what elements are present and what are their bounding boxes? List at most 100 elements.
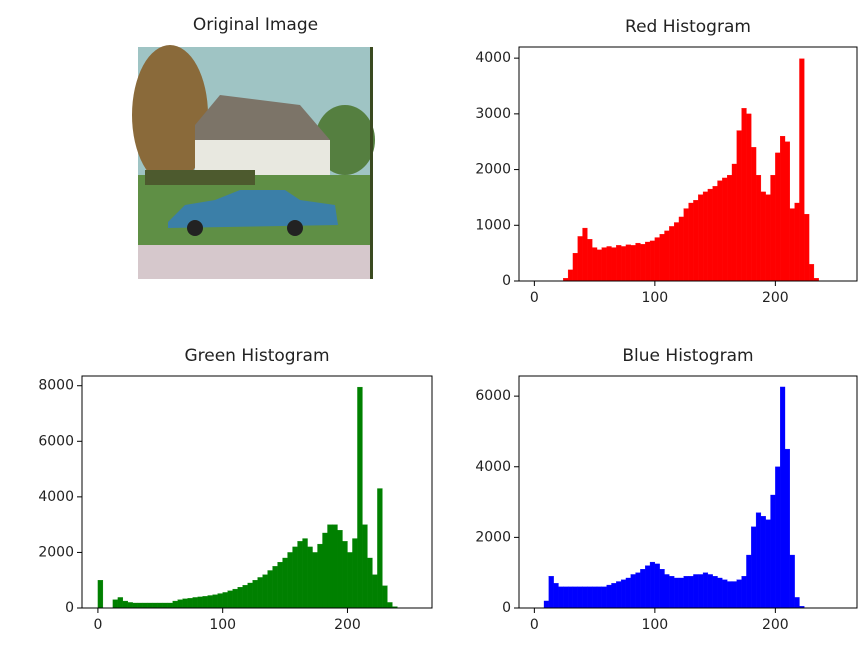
y-tick-label: 2000 [38,544,74,560]
histogram-bar [630,574,636,609]
histogram-bar [746,554,752,609]
histogram-bar [789,554,795,609]
histogram-bar [688,202,694,282]
y-tick-label: 0 [65,600,74,616]
histogram-bar [702,572,709,609]
histogram-bar [222,592,228,609]
histogram-bar [127,602,133,609]
x-tick-label: 100 [209,617,236,633]
histogram-bar [307,546,313,609]
histogram-bar [669,576,675,609]
histogram-bar [659,569,665,609]
histogram-bar [635,572,641,609]
histogram-bar [242,585,248,609]
histogram-bar [654,237,660,282]
histogram-bar [312,552,318,609]
histogram-bar [731,163,737,282]
histogram-bar [712,186,718,282]
histogram-bar [765,519,771,609]
histogram-bar [277,562,283,609]
histogram-bar [693,200,699,282]
histogram-bar [640,244,646,282]
histogram-bar [577,236,583,282]
histogram-bar [770,494,776,609]
histogram-bar [775,466,781,609]
histogram-bar [799,58,805,282]
histogram-bar [372,574,378,609]
histogram-bar [592,247,598,282]
histogram-bar [577,586,583,609]
histogram-bar [287,552,293,609]
chart-title: Blue Histogram [622,346,753,366]
axes-frame [518,46,858,282]
histogram-bar [698,194,704,282]
histogram-bar [387,602,393,609]
histogram-bar [678,577,684,609]
histogram-bar [587,239,593,282]
histogram-bar [247,582,253,609]
histogram-bar [147,602,153,609]
x-tick-label: 100 [641,617,668,633]
histogram-bar [707,574,713,609]
histogram-bar [698,574,704,609]
histogram-bar [780,386,786,609]
histogram-bar [282,557,288,609]
histogram-bar [567,269,574,282]
histogram-bar [808,264,815,282]
histogram-bar [237,587,243,609]
histogram-bar [784,141,790,282]
histogram-bar [736,579,742,609]
histogram-bar [722,579,728,609]
histogram-bar [784,448,790,609]
histogram-bar [152,602,158,609]
axes-frame [518,375,858,609]
histogram-bar [377,488,383,609]
histogram-bar [197,596,203,609]
histogram-bar [755,174,762,282]
histogram-bar [582,227,588,282]
histogram-bar [751,147,757,282]
histogram-bar [683,576,689,609]
chart-title: Green Histogram [184,346,329,366]
histogram-bar [97,580,104,609]
histogram-bar [357,386,363,609]
histogram-bar [741,108,747,282]
histogram-bar [322,532,328,609]
histogram-bar [572,252,578,282]
histogram-bar [727,581,733,609]
histogram-bar [117,597,124,609]
histogram-bar [227,590,233,609]
histogram-bar [616,581,622,609]
histogram-bar [620,246,627,282]
histogram-bar [751,526,757,609]
original-image [132,45,375,279]
image-house [195,140,330,175]
y-tick-label: 2000 [475,529,511,545]
y-tick-label: 4000 [38,489,74,505]
y-tick-label: 3000 [475,106,511,122]
histogram-bar [673,222,680,282]
histogram-bar [683,208,689,282]
histogram-bar [582,586,588,609]
x-tick-label: 0 [530,290,539,306]
histogram-bar [649,240,656,282]
histogram-bar [611,583,617,609]
histogram-bar [731,581,737,609]
histogram-bar [717,180,723,282]
chart-title: Original Image [193,15,318,35]
histogram-bar [352,538,358,609]
image-car [168,190,338,228]
histogram-bar [616,245,622,282]
histogram-bar [332,524,338,609]
histogram-bar [611,247,617,282]
histogram-bar [142,602,148,609]
histogram-bar [112,599,119,609]
histogram-bar [765,194,771,282]
x-tick-label: 0 [93,617,102,633]
histogram-bar [342,541,348,609]
histogram-bar [789,208,795,282]
histogram-bar [664,574,670,609]
histogram-bar [741,576,747,609]
image-border [138,245,373,279]
y-tick-label: 6000 [38,433,74,449]
